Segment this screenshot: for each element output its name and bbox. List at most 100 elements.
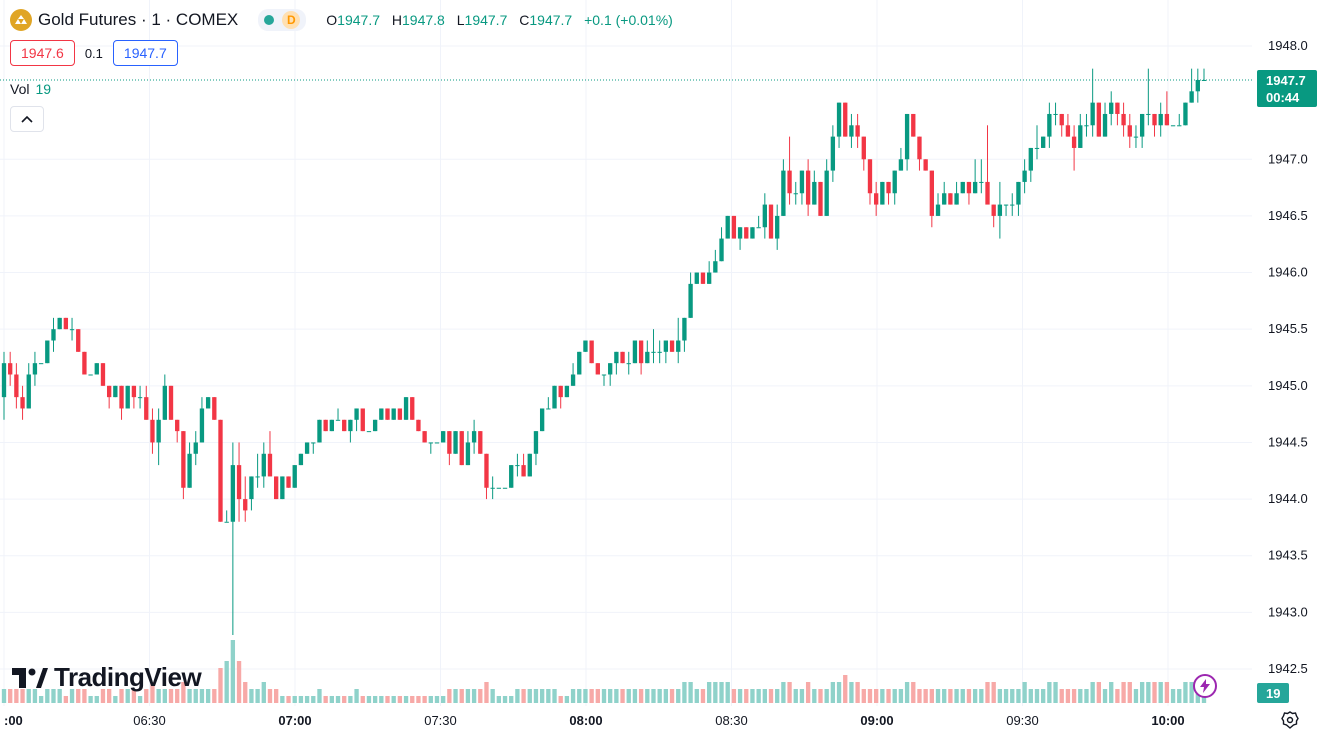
collapse-legend-button[interactable] (10, 106, 44, 132)
candle-body (942, 193, 947, 205)
candle-body (725, 215, 730, 239)
candle-body (972, 181, 978, 194)
market-status[interactable]: D (258, 9, 307, 31)
volume-bar (94, 696, 99, 703)
candle-body (484, 453, 489, 488)
candle-body (546, 408, 551, 410)
candle-body (626, 363, 631, 365)
time-axis[interactable]: :00 06:30 07:00 07:30 08:00 08:30 09:00 09:30 10… (4, 713, 1185, 728)
candle-body (416, 419, 421, 432)
volume-bar (1, 689, 7, 703)
buy-price-button[interactable]: 1947.7 (112, 40, 178, 66)
candle-body (1, 363, 7, 398)
candle-body (323, 419, 328, 432)
candle-body (76, 329, 81, 352)
volume-bars (1, 640, 1207, 703)
symbol-title[interactable]: Gold Futures · 1 · COMEX (38, 10, 239, 29)
candle-body (515, 465, 520, 467)
price-axis[interactable]: 1948.0 1947.0 1946.5 1946.0 1945.5 1945.0 1944… (1268, 38, 1308, 676)
volume-bar (539, 689, 545, 703)
volume-bar (861, 689, 866, 703)
low-value: 1947.7 (464, 12, 508, 28)
volume-bar (32, 689, 38, 703)
candle-body (744, 227, 749, 239)
gold-coin-icon[interactable] (10, 9, 32, 31)
volume-bar (243, 682, 248, 703)
volume-bar (991, 682, 996, 703)
volume-label: Vol (10, 81, 30, 97)
lightning-icon[interactable] (1193, 674, 1217, 698)
volume-bar (304, 696, 310, 703)
ohlc-values: O1947.7 H1947.8 L1947.7 C1947.7 +0.1 (+0… (326, 12, 673, 28)
candle-body (502, 487, 508, 489)
tradingview-logo[interactable]: TradingView (12, 662, 202, 693)
candle-body (904, 113, 910, 160)
candle-body (985, 181, 990, 205)
volume-bar (471, 689, 477, 703)
volume-bar (88, 696, 93, 703)
candle-body (131, 385, 137, 398)
volume-bar (898, 689, 904, 703)
candle-body (719, 238, 724, 262)
volume-bar (979, 689, 984, 703)
candle-body (199, 408, 205, 443)
candle-body (663, 340, 669, 352)
gear-icon[interactable] (1281, 711, 1299, 729)
volume-bar (849, 682, 854, 703)
volume-axis-value: 19 (1266, 686, 1280, 701)
volume-bar (874, 689, 879, 703)
volume-legend[interactable]: Vol 19 (10, 81, 51, 97)
candle-body (911, 113, 916, 137)
volume-bar (917, 689, 922, 703)
candle-body (849, 125, 854, 137)
volume-bar (82, 689, 87, 703)
candle-body (775, 215, 780, 239)
volume-bar (669, 689, 675, 703)
price-tick-label: 1946.5 (1268, 208, 1308, 223)
volume-bar (292, 696, 297, 703)
volume-bar (385, 696, 390, 703)
volume-bar (750, 689, 755, 703)
volume-bar (972, 689, 978, 703)
candle-body (793, 193, 798, 195)
volume-bar (69, 689, 75, 703)
volume-bar (1183, 682, 1188, 703)
volume-bar (558, 696, 563, 703)
candle-body (861, 136, 866, 160)
volume-bar (57, 689, 62, 703)
volume-bar (1003, 689, 1009, 703)
volume-bar (731, 689, 737, 703)
volume-bar (855, 682, 860, 703)
candle-body (632, 340, 638, 364)
volume-bar (527, 689, 532, 703)
volume-bar (830, 682, 836, 703)
volume-bar (756, 689, 761, 703)
time-tick-label: 07:30 (424, 713, 457, 728)
volume-bar (799, 689, 805, 703)
volume-bar (168, 689, 174, 703)
candle-body (577, 351, 582, 375)
candle-body (478, 431, 483, 454)
price-tick-label: 1942.5 (1268, 661, 1308, 676)
candle-body (886, 181, 891, 194)
candle-body (113, 385, 118, 398)
candle-body (280, 476, 285, 500)
volume-bar (1022, 682, 1027, 703)
volume-bar (1065, 689, 1071, 703)
volume-bar (274, 689, 279, 703)
candle-body (781, 170, 786, 216)
volume-bar (249, 689, 254, 703)
volume-bar (137, 696, 143, 703)
volume-bar (45, 689, 50, 703)
candle-body (929, 170, 934, 216)
candle-body (1016, 181, 1021, 205)
candle-body (527, 453, 532, 477)
volume-bar (144, 689, 149, 703)
volume-bar (601, 689, 607, 703)
candle-body (119, 385, 124, 409)
candle-body (997, 204, 1003, 216)
candle-body (533, 431, 539, 454)
sell-price-button[interactable]: 1947.6 (10, 40, 75, 66)
volume-bar (1177, 689, 1182, 703)
